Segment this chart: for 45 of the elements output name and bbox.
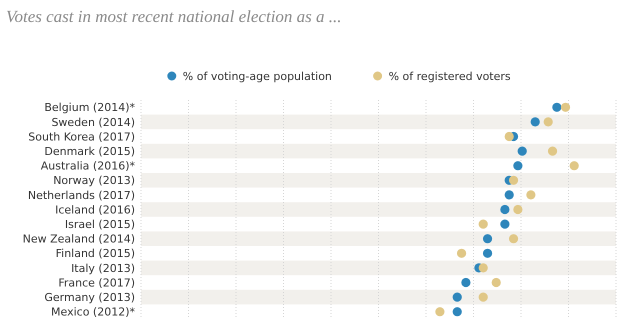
y-tick-label: Norway (2013) bbox=[53, 174, 135, 188]
point bbox=[456, 248, 466, 258]
point bbox=[500, 220, 510, 229]
y-tick-label: Mexico (2012)* bbox=[51, 306, 136, 319]
point bbox=[452, 307, 462, 316]
y-tick-label: Netherlands (2017) bbox=[28, 188, 135, 202]
point bbox=[544, 117, 553, 126]
y-tick-label: Sweden (2014) bbox=[51, 116, 135, 129]
point bbox=[478, 292, 488, 302]
y-tick-label: Italy (2013) bbox=[71, 262, 135, 275]
point bbox=[513, 204, 522, 214]
point bbox=[452, 292, 462, 302]
point bbox=[435, 307, 445, 316]
point bbox=[500, 204, 510, 214]
point bbox=[482, 248, 492, 258]
point bbox=[530, 117, 540, 126]
point bbox=[508, 234, 518, 244]
point bbox=[518, 146, 527, 156]
y-tick-label: Australia (2016)* bbox=[40, 160, 136, 173]
point bbox=[552, 102, 562, 112]
point bbox=[548, 146, 558, 156]
y-tick-label: Israel (2015) bbox=[64, 218, 135, 231]
y-tick-label: Iceland (2016) bbox=[55, 203, 135, 216]
point bbox=[492, 278, 501, 288]
y-tick-label: Denmark (2015) bbox=[44, 144, 135, 158]
chart-title: Votes cast in most recent national election as a ... bbox=[6, 7, 342, 26]
point bbox=[482, 234, 492, 244]
y-tick-label: South Korea (2017) bbox=[28, 130, 135, 144]
point bbox=[504, 132, 514, 142]
point bbox=[526, 190, 536, 200]
point bbox=[570, 161, 579, 170]
point bbox=[478, 263, 488, 272]
y-tick-label: Finland (2015) bbox=[56, 247, 135, 260]
y-tick-label: Germany (2013) bbox=[44, 290, 135, 304]
point bbox=[504, 190, 514, 200]
point bbox=[513, 161, 522, 170]
y-tick-label: New Zealand (2014) bbox=[22, 232, 135, 246]
legend-label: % of registered voters bbox=[388, 70, 511, 83]
legend-label: % of voting-age population bbox=[182, 70, 332, 83]
point bbox=[508, 176, 518, 185]
point bbox=[560, 102, 570, 112]
point bbox=[478, 220, 488, 229]
y-tick-label: Belgium (2014)* bbox=[44, 101, 136, 114]
y-tick-label: France (2017) bbox=[58, 276, 135, 290]
point bbox=[461, 278, 470, 288]
